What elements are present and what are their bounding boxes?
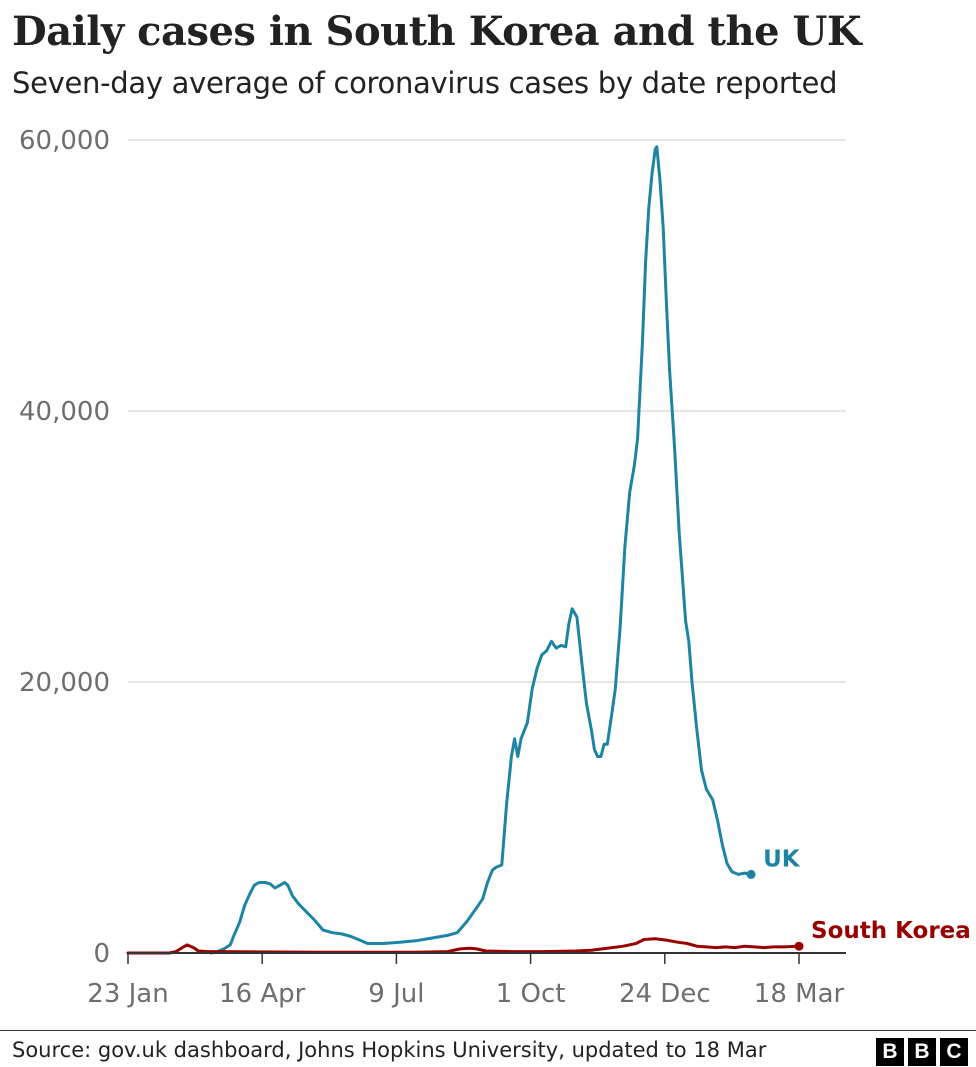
footer-divider	[0, 1030, 976, 1031]
x-tick-label: 23 Jan	[87, 979, 168, 1009]
y-tick-label: 0	[93, 939, 110, 969]
bbc-logo-letter: C	[940, 1038, 968, 1066]
bbc-logo-letter: B	[908, 1038, 936, 1066]
series-end-marker-uk	[746, 869, 756, 879]
x-tick-label: 24 Dec	[619, 979, 711, 1009]
x-tick-label: 9 Jul	[368, 979, 424, 1009]
chart-subtitle: Seven-day average of coronavirus cases b…	[12, 66, 838, 100]
y-tick-label: 60,000	[19, 126, 110, 156]
series-label-uk: UK	[763, 846, 801, 872]
line-chart: 0 20,000 40,000 60,000 23 Jan 16 Apr 9 Jul 1 Oc…	[19, 126, 971, 1009]
series-line-south-korea	[126, 937, 801, 955]
bbc-logo: B B C	[876, 1038, 968, 1066]
series-label-south-korea: South Korea	[811, 918, 971, 944]
source-note: Source: gov.uk dashboard, Johns Hopkins …	[12, 1038, 767, 1062]
y-tick-label: 20,000	[19, 668, 110, 698]
y-tick-label: 40,000	[19, 397, 110, 427]
bbc-logo-letter: B	[876, 1038, 904, 1066]
chart-title: Daily cases in South Korea and the UK	[12, 8, 862, 55]
x-tick-label: 18 Mar	[754, 979, 845, 1009]
series-end-marker-south-korea	[794, 941, 804, 951]
series-line-uk	[209, 145, 753, 955]
x-tick-label: 16 Apr	[219, 979, 306, 1009]
x-tick-label: 1 Oct	[496, 979, 566, 1009]
